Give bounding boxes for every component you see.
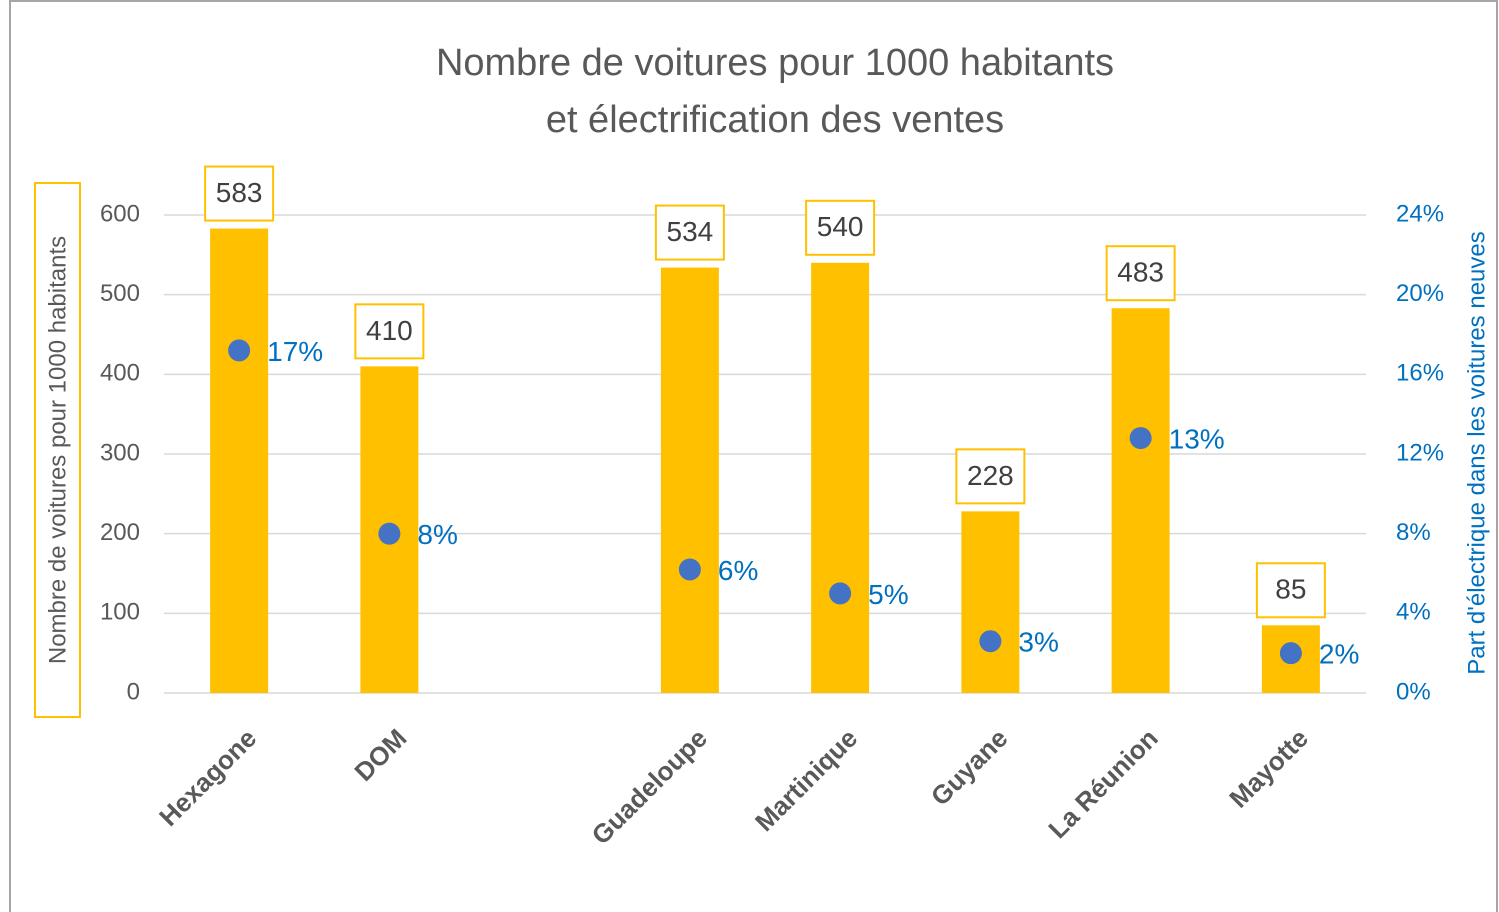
y2-tick-label: 0% xyxy=(1396,678,1431,705)
point xyxy=(829,582,852,605)
y2-axis-label: Part d'électrique dans les voitures neuv… xyxy=(1463,231,1490,675)
data-label-box xyxy=(354,303,425,360)
bar xyxy=(1111,308,1170,693)
y-axis-label: Nombre de voitures pour 1000 habitants xyxy=(44,236,71,664)
bar xyxy=(660,267,719,693)
point xyxy=(1129,427,1152,450)
data-label: 85 xyxy=(1275,574,1306,605)
data-label-box xyxy=(204,165,275,222)
y-tick-label: 600 xyxy=(100,200,140,227)
point xyxy=(228,339,251,362)
y-tick-label: 500 xyxy=(100,280,140,307)
data-label: 540 xyxy=(817,211,864,242)
data-label: 5% xyxy=(868,579,908,610)
data-label: 2% xyxy=(1319,639,1359,670)
data-label: 17% xyxy=(267,336,323,367)
point xyxy=(1279,642,1302,665)
y2-tick-label: 16% xyxy=(1396,360,1444,387)
y2-tick-label: 12% xyxy=(1396,439,1444,466)
data-label: 228 xyxy=(967,460,1014,491)
bar xyxy=(811,262,870,693)
data-label-box xyxy=(1105,245,1176,302)
chart-title: Nombre de voitures pour 1000 habitants xyxy=(436,42,1114,84)
y2-tick-label: 20% xyxy=(1396,280,1444,307)
data-label: 3% xyxy=(1018,627,1058,658)
chart-title: et électrification des ventes xyxy=(546,99,1004,141)
data-label: 534 xyxy=(667,216,714,247)
y-tick-label: 200 xyxy=(100,519,140,546)
point xyxy=(378,522,401,545)
data-label: 13% xyxy=(1169,423,1225,454)
data-label-box xyxy=(1255,562,1326,619)
y-tick-label: 0 xyxy=(127,678,140,705)
y-tick-label: 300 xyxy=(100,439,140,466)
data-label-box xyxy=(805,199,876,256)
bar xyxy=(210,228,269,693)
y-tick-label: 100 xyxy=(100,599,140,626)
data-label: 483 xyxy=(1117,257,1164,288)
data-label: 583 xyxy=(216,177,263,208)
y2-tick-label: 8% xyxy=(1396,519,1431,546)
point xyxy=(678,558,701,581)
bar xyxy=(961,511,1020,693)
data-label: 410 xyxy=(366,315,413,346)
y-tick-label: 400 xyxy=(100,360,140,387)
point xyxy=(979,630,1002,653)
data-label: 8% xyxy=(417,519,457,550)
data-label: 6% xyxy=(718,555,758,586)
data-label-box xyxy=(955,448,1026,505)
y2-tick-label: 24% xyxy=(1396,200,1444,227)
y-label-box xyxy=(34,182,81,718)
y2-tick-label: 4% xyxy=(1396,599,1431,626)
data-label-box xyxy=(654,204,725,261)
